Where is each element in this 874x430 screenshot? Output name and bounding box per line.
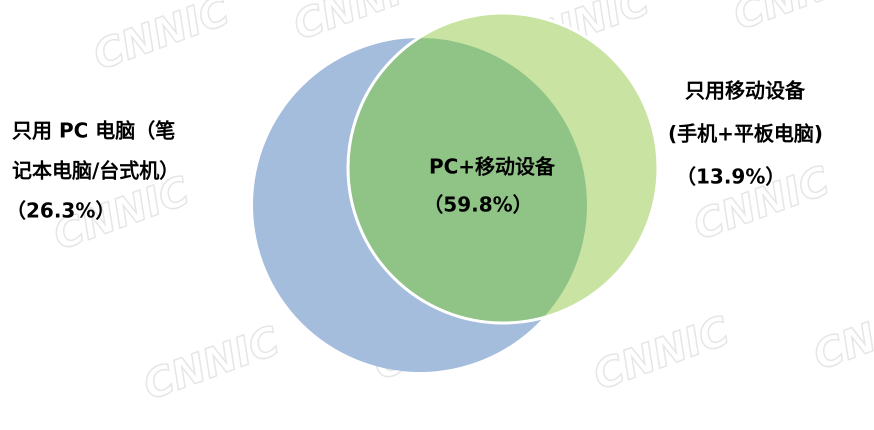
watermark: CNNIC	[728, 0, 874, 39]
watermark: CNNIC	[88, 0, 236, 79]
label: 记本电脑/台式机）	[12, 159, 179, 183]
mobile-outline	[346, 11, 660, 325]
label: (手机+平板电脑)	[668, 122, 823, 146]
label: 只用移动设备	[685, 79, 806, 103]
watermark: CNNIC	[138, 318, 286, 409]
watermark: CNNIC	[808, 288, 874, 379]
label: （59.8%）	[423, 193, 532, 217]
label: （13.9%）	[676, 165, 785, 189]
label: PC+移动设备	[429, 155, 556, 179]
label: （26.3%）	[6, 199, 115, 223]
label: 只用 PC 电脑（笔	[12, 119, 175, 143]
watermark: CNNIC	[588, 308, 736, 399]
